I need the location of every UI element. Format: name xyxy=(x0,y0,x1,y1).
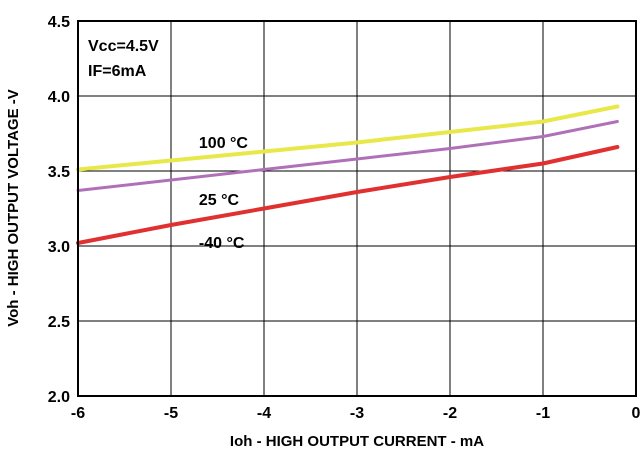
x-tick-label: -3 xyxy=(350,405,364,422)
series-line-1 xyxy=(76,120,619,192)
y-tick-label: 3.0 xyxy=(48,239,70,256)
x-axis-title: Ioh - HIGH OUTPUT CURRENT - mA xyxy=(230,433,484,450)
x-tick-label: -1 xyxy=(536,405,550,422)
annotation-vcc: Vcc=4.5V xyxy=(88,38,159,55)
y-tick-label: 4.5 xyxy=(48,14,70,31)
series-line-0 xyxy=(76,104,620,172)
y-tick-label: 2.5 xyxy=(48,314,70,331)
series-label-2: -40 °C xyxy=(199,235,245,252)
y-tick-label: 3.5 xyxy=(48,164,70,181)
x-tick-labels: -6 -5 -4 -3 -2 -1 0 xyxy=(71,405,641,422)
y-tick-label: 4.0 xyxy=(48,89,70,106)
x-tick-label: -6 xyxy=(71,405,85,422)
x-tick-label: -4 xyxy=(257,405,271,422)
series-lines xyxy=(76,104,620,245)
x-tick-label: 0 xyxy=(632,405,641,422)
series-label-1: 25 °C xyxy=(199,192,240,209)
x-tick-label: -2 xyxy=(443,405,457,422)
annotation-if: IF=6mA xyxy=(88,63,147,80)
y-tick-labels: 2.0 2.5 3.0 3.5 4.0 4.5 xyxy=(48,14,70,406)
series-line-2 xyxy=(76,145,620,245)
grid xyxy=(77,20,637,397)
series-labels: 100 °C 25 °C -40 °C xyxy=(199,135,249,252)
plot-frame xyxy=(77,20,637,397)
y-axis-title: Voh - HIGH OUTPUT VOLTAGE -V xyxy=(5,89,22,327)
series-label-0: 100 °C xyxy=(199,135,249,152)
x-tick-label: -5 xyxy=(164,405,178,422)
y-tick-label: 2.0 xyxy=(48,389,70,406)
